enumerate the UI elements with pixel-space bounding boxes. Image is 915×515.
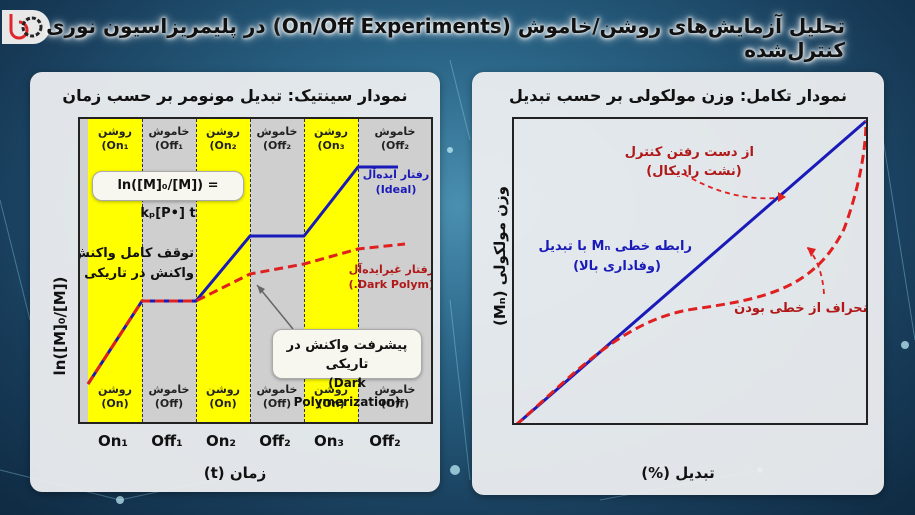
kinetics-x-label: زمان (t) — [203, 464, 267, 482]
band-label-bottom: روشن (On) — [98, 383, 132, 410]
header: تحلیل آزمایش‌های روشن/خاموش (On/Off Expe… — [0, 0, 915, 62]
logo-icon — [9, 14, 43, 40]
loss-of-control-note: از دست رفتن کنترل (نشت رادیکال) — [624, 145, 754, 179]
band-off-1 — [142, 119, 196, 422]
x-tick: Off₂ — [259, 432, 291, 450]
evolution-plot: از دست رفتن کنترل (نشت رادیکال) رابطه خط… — [512, 117, 868, 425]
evolution-title: نمودار تکامل: وزن مولکولی بر حسب تبدیل — [508, 86, 848, 105]
band-label-top: خاموش (Off₁ — [148, 125, 190, 152]
band-divider — [250, 119, 251, 422]
band-divider — [196, 119, 197, 422]
callout-arrow — [256, 284, 294, 330]
band-label-top: خاموش (Off₂ — [256, 125, 298, 152]
deviation-note: انحراف از خطی بودن — [734, 301, 868, 316]
kinetics-panel: نمودار سینتیک: تبدیل مونومر بر حسب زمان … — [30, 72, 440, 492]
evolution-x-label: تبدیل (%) — [641, 464, 715, 482]
x-tick: On₁ — [98, 432, 128, 450]
page-title: تحلیل آزمایش‌های روشن/خاموش (On/Off Expe… — [46, 14, 845, 62]
x-tick: Off₁ — [151, 432, 183, 450]
band-label-top: روشن (On₁ — [98, 125, 132, 152]
band-divider — [142, 119, 143, 422]
kinetics-y-label: ln([M]₀/[M]) — [51, 276, 69, 376]
x-tick: On₃ — [314, 432, 344, 450]
band-margin — [80, 119, 88, 422]
band-label-bottom: خاموش (Off) — [374, 383, 416, 410]
band-label-top: روشن (On₃ — [314, 125, 348, 152]
band-divider — [358, 119, 359, 422]
x-tick: Off₂ — [369, 432, 401, 450]
kinetics-plot: روشن (On₁ خاموش (Off₁ روشن (On₂ خاموش (Off₂ … — [78, 117, 433, 424]
nonideal-line — [86, 242, 406, 385]
dark-stop-note: توقف کامل واکنش واکنش در تاریکی — [78, 246, 194, 281]
deviation-arrow — [806, 246, 825, 295]
band-label-top: روشن (On₂ — [206, 125, 240, 152]
band-label-bottom: روشن (On) — [206, 383, 240, 410]
evolution-panel: نمودار تکامل: وزن مولکولی بر حسب تبدیل و… — [472, 72, 884, 495]
band-label-bottom: خاموش (Off) — [148, 383, 190, 410]
band-divider — [304, 119, 305, 422]
deviation-curve — [515, 120, 866, 423]
equation-box: ln([M]₀/[M]) = kₚ[P•] t — [92, 171, 244, 221]
band-label-bottom: روشن (On) — [314, 383, 348, 410]
dark-polymerization-callout: پیشرفت واکنش در تاریکی (Dark Polymerizat… — [272, 329, 422, 409]
evolution-y-label: وزن مولکولی (Mₙ) — [491, 186, 509, 326]
ideal-label: رفتار ایده‌آل (Ideal) — [362, 168, 430, 196]
nonideal-label: رفتار غیرایده‌آل (Dark Polym.) — [348, 263, 433, 291]
band-label-bottom: خاموش (Off) — [256, 383, 298, 410]
kinetics-title: نمودار سینتیک: تبدیل مونومر بر حسب زمان — [62, 86, 408, 105]
linear-relation-note: رابطه خطی Mₙ با تبدیل (وفاداری بالا) — [538, 239, 692, 274]
evolution-curves — [515, 119, 866, 423]
kinetics-curves — [86, 165, 406, 385]
brand-logo[interactable] — [2, 10, 50, 44]
x-tick: On₂ — [206, 432, 236, 450]
loss-arrow — [683, 173, 787, 200]
band-label-top: خاموش (Off₂ — [374, 125, 416, 152]
